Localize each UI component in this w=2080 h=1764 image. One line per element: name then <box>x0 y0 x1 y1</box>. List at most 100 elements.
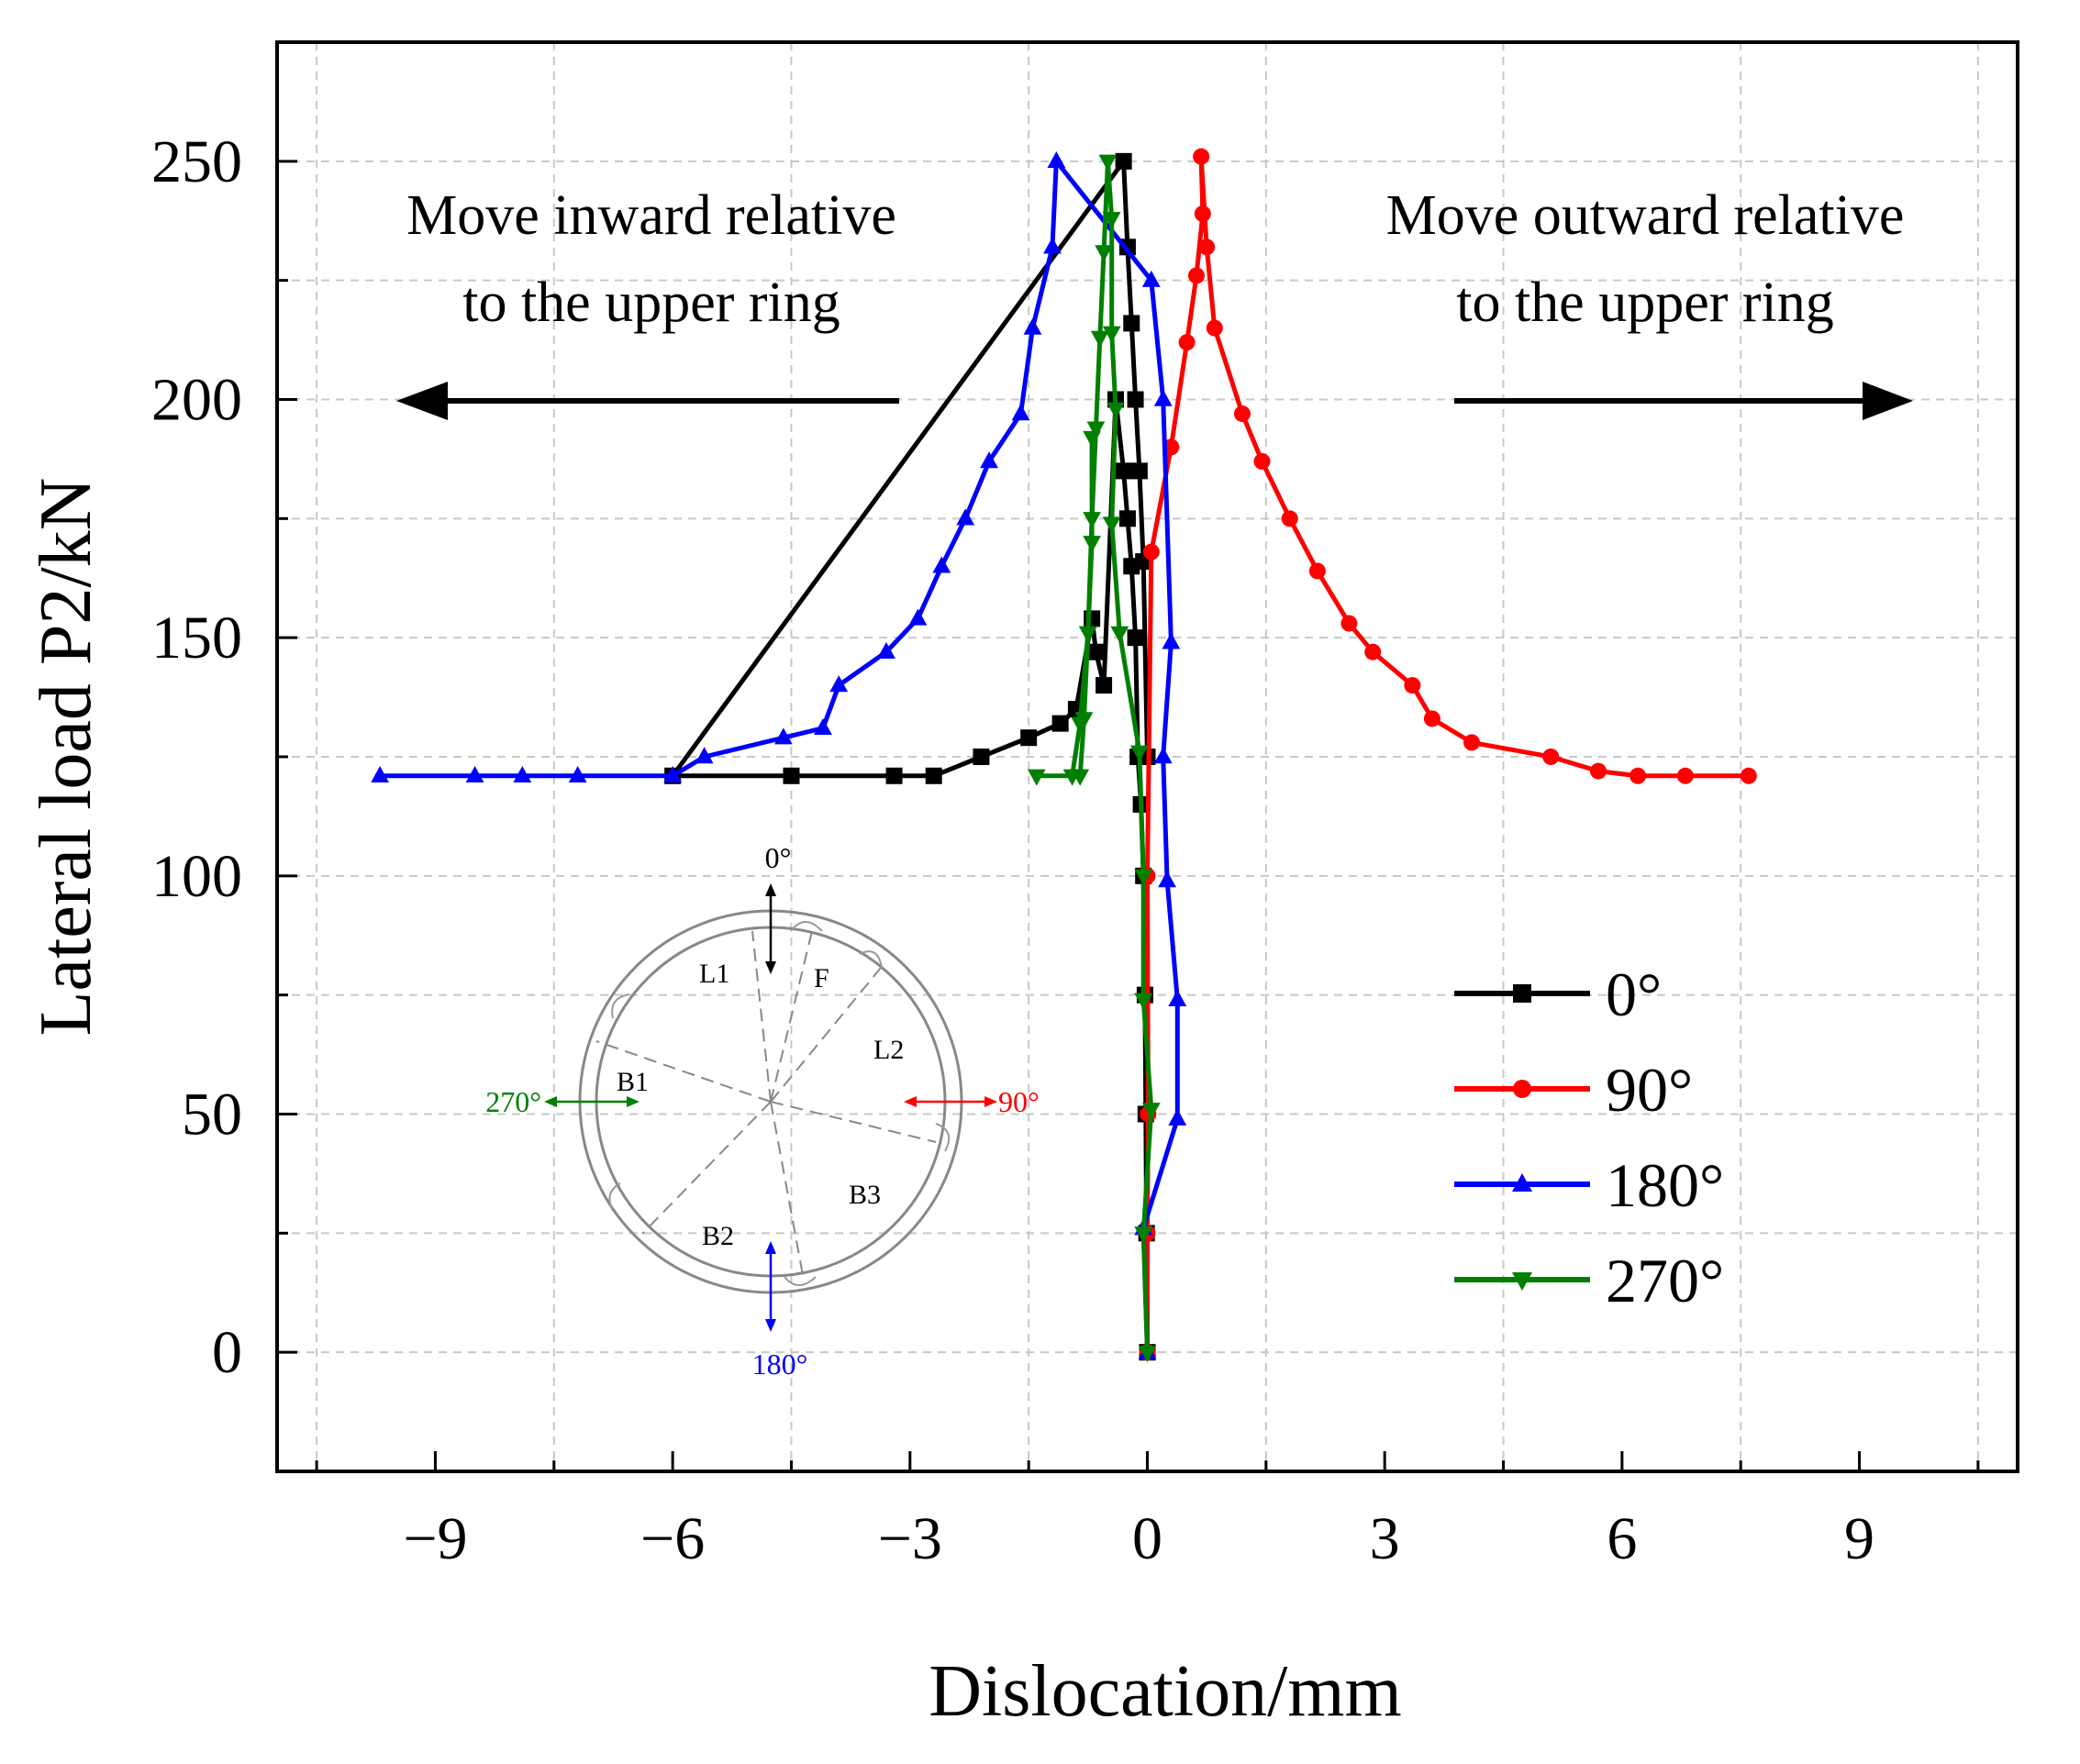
inset-label-b2: B2 <box>702 1221 734 1251</box>
inward-annotation-line1: Move inward relative <box>406 184 896 247</box>
data-point <box>1194 205 1211 222</box>
data-point <box>1512 1272 1532 1291</box>
inset-label-b1: B1 <box>617 1067 649 1097</box>
data-point <box>1141 1103 1161 1120</box>
data-point <box>1512 1173 1532 1192</box>
inset-label-f: F <box>814 963 829 993</box>
x-tick-label: 6 <box>1607 1505 1637 1572</box>
data-point <box>1071 769 1090 786</box>
y-axis-title: Lateral load P2/kN <box>26 478 106 1037</box>
data-point <box>1404 677 1421 694</box>
inset-arrow-180-head-down <box>765 1319 776 1332</box>
data-point <box>1340 615 1358 632</box>
legend-item: 270° <box>1454 1246 1724 1315</box>
data-point <box>1187 267 1205 284</box>
data-point <box>814 718 832 736</box>
data-point <box>1364 643 1382 660</box>
legend-label: 270° <box>1606 1246 1724 1315</box>
data-point <box>1043 237 1062 254</box>
data-point <box>1095 245 1113 262</box>
y-tick-label: 100 <box>151 843 242 910</box>
inward-annotation-line2: to the upper ring <box>462 272 840 334</box>
data-point <box>1513 984 1531 1003</box>
inset-arrow-180-head-up <box>765 1241 776 1254</box>
inward-arrow-head <box>396 382 448 420</box>
outward-annotation: Move outward relative to the upper ring <box>1386 184 1913 420</box>
outward-annotation-line1: Move outward relative <box>1386 184 1905 247</box>
inset-label-90: 90° <box>998 1085 1040 1118</box>
y-tick-label: 150 <box>151 605 242 671</box>
series-layer <box>371 148 1757 1362</box>
data-point <box>1463 734 1481 751</box>
data-point <box>663 765 683 782</box>
series-2 <box>371 151 1187 1359</box>
y-tick-label: 250 <box>151 128 242 195</box>
inset-arrow-270-head-left <box>544 1096 557 1107</box>
data-point <box>1123 315 1140 332</box>
y-tick-label: 50 <box>182 1082 242 1148</box>
data-point <box>1020 729 1038 747</box>
data-point <box>1027 769 1046 786</box>
inset-arrow-90-head-right <box>984 1096 997 1107</box>
data-point <box>1198 239 1216 256</box>
data-point <box>1083 536 1102 553</box>
data-point <box>956 508 975 526</box>
x-axis-title: Dislocation/mm <box>929 1651 1402 1732</box>
data-point <box>932 556 951 573</box>
data-point <box>980 451 998 469</box>
data-point <box>371 765 389 782</box>
data-point <box>1130 462 1148 480</box>
data-point <box>1168 990 1187 1007</box>
data-point <box>1630 767 1647 784</box>
data-point <box>1281 510 1298 527</box>
inward-annotation: Move inward relative to the upper ring <box>396 184 899 420</box>
data-point <box>1087 643 1105 660</box>
data-point <box>1162 632 1181 649</box>
data-point <box>1096 677 1113 694</box>
legend-label: 180° <box>1606 1150 1724 1220</box>
data-point <box>1110 626 1129 643</box>
x-tick-label: 9 <box>1844 1505 1874 1572</box>
data-point <box>1141 270 1161 287</box>
inset-label-b3: B3 <box>849 1180 881 1210</box>
data-point <box>973 749 990 765</box>
data-point <box>877 641 895 659</box>
legend: 0° 90° 180° 270° <box>1454 960 1724 1315</box>
legend-item: 90° <box>1454 1055 1693 1125</box>
data-point <box>885 767 903 784</box>
data-point <box>908 608 928 626</box>
data-point <box>829 675 849 693</box>
inset-joint-lines <box>595 930 937 1276</box>
data-point <box>1086 421 1106 438</box>
data-point <box>1740 767 1757 784</box>
legend-label: 0° <box>1606 960 1662 1029</box>
data-point <box>1011 404 1030 421</box>
x-tick-label: −9 <box>403 1505 467 1572</box>
data-point <box>1107 402 1125 419</box>
data-point <box>1233 405 1251 423</box>
data-point <box>1193 148 1210 165</box>
x-tick-label: −3 <box>878 1505 942 1572</box>
data-point <box>1051 715 1069 732</box>
data-point <box>513 765 532 782</box>
y-tick-label: 0 <box>212 1319 242 1386</box>
data-point <box>1115 152 1132 170</box>
data-point <box>1023 317 1042 335</box>
data-point <box>1153 747 1173 764</box>
inset-arrow-0-head-up <box>765 883 776 896</box>
data-point <box>1102 516 1121 534</box>
data-point <box>1098 154 1118 172</box>
data-point <box>1178 334 1196 351</box>
inset-ring-diagram: L1 F L2 B1 B2 B3 0° 90° 180° 270° <box>485 841 1040 1381</box>
data-point <box>1083 512 1102 529</box>
inset-bolt-pockets <box>608 921 951 1286</box>
data-point <box>1206 319 1223 337</box>
data-point <box>568 765 587 782</box>
x-axis: −9 −6 −3 0 3 6 9 <box>315 1451 1980 1572</box>
data-point <box>1542 749 1560 765</box>
inset-label-0: 0° <box>765 841 792 874</box>
data-point <box>1676 767 1694 784</box>
data-point <box>1115 462 1132 480</box>
data-point <box>1134 869 1153 886</box>
